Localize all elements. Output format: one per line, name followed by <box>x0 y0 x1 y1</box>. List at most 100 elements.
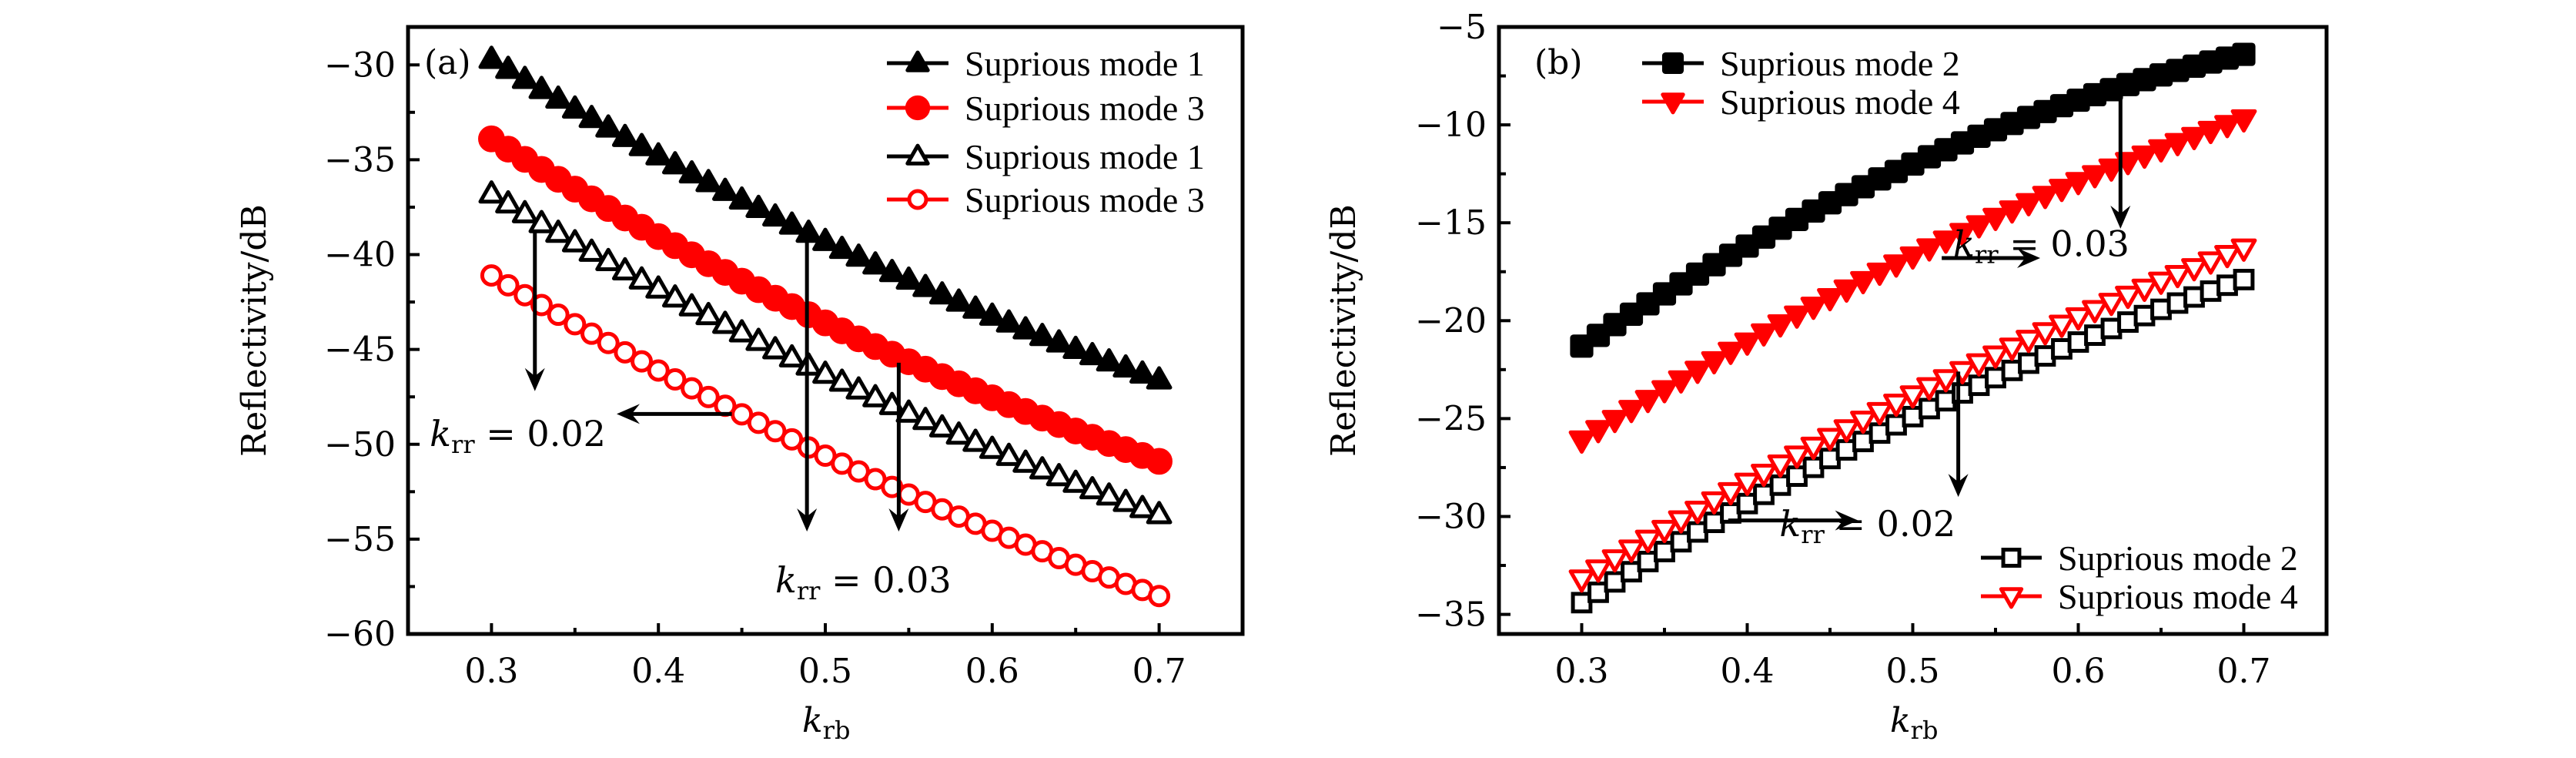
annotation-arrow <box>1942 247 2041 268</box>
data-point <box>1800 297 1827 320</box>
x-tick-label: 0.7 <box>1132 652 1186 691</box>
data-point <box>945 288 972 312</box>
x-axis-title: krb <box>802 701 850 745</box>
label-main: k <box>430 413 451 454</box>
data-point <box>979 435 1005 459</box>
data-point <box>480 264 503 287</box>
data-point <box>1982 345 2009 369</box>
legend-marker <box>907 189 928 210</box>
y-tick-label: −40 <box>324 236 396 275</box>
x-tick-label: 0.4 <box>1721 652 1775 691</box>
arrow-head <box>2110 205 2131 229</box>
data-point <box>1634 390 1661 414</box>
label-main: k <box>1779 503 1801 545</box>
y-tick-label: −15 <box>1415 203 1487 243</box>
data-point <box>778 211 805 235</box>
y-tick-label: −20 <box>1415 301 1487 340</box>
data-point <box>1684 501 1711 525</box>
data-point <box>664 368 687 391</box>
label-rest: = 0.02 <box>1825 503 1955 545</box>
data-point <box>647 359 670 382</box>
data-point <box>1684 361 1711 384</box>
legend-label: Suprious mode 4 <box>2058 577 2298 616</box>
data-point <box>1718 481 1744 506</box>
data-point <box>1618 400 1644 424</box>
arrow-head <box>797 508 818 532</box>
data-point <box>1601 410 1628 434</box>
legend-marker <box>905 143 930 166</box>
y-tick-label: −60 <box>324 615 396 654</box>
series-1 <box>478 45 1173 390</box>
data-point <box>995 442 1022 466</box>
data-point <box>1601 549 1628 573</box>
data-point <box>2197 251 2224 275</box>
data-point <box>1932 230 1959 254</box>
data-point <box>1096 482 1122 506</box>
legend-marker <box>1661 92 1685 115</box>
panel-label: (b) <box>1534 43 1583 82</box>
legend-label: Suprious mode 3 <box>965 89 1205 128</box>
data-point <box>1833 279 1860 303</box>
data-point <box>2082 165 2108 189</box>
legend-item: Suprious mode 1 <box>887 137 1205 176</box>
data-point <box>1012 316 1039 340</box>
data-point <box>1784 305 1810 329</box>
data-point <box>2148 139 2174 163</box>
data-point <box>1668 510 1694 534</box>
y-axis: −30 −35 −40 −45 −50 −55 −60 <box>324 45 420 654</box>
data-point <box>962 295 989 319</box>
data-point <box>2214 245 2240 269</box>
legend-item: Suprious mode 2 <box>1981 538 2298 578</box>
data-point <box>1916 238 1942 262</box>
arrow-head <box>524 367 545 391</box>
data-point <box>1965 353 1992 377</box>
annotation-arrow <box>524 231 545 391</box>
legend-label: Suprious mode 1 <box>965 137 1205 176</box>
data-point <box>1129 360 1156 384</box>
data-point <box>1784 445 1810 469</box>
label-sub: rb <box>1911 716 1939 745</box>
data-point <box>845 243 872 267</box>
arrow-head <box>1948 474 1969 498</box>
data-point <box>678 159 705 184</box>
data-point <box>1585 559 1611 583</box>
data-point <box>645 142 672 166</box>
legend-marker <box>905 50 930 72</box>
data-point <box>611 123 638 147</box>
data-point <box>1045 462 1072 487</box>
data-point <box>1800 436 1827 461</box>
y-axis-title: Reflectivity/dB <box>235 204 274 457</box>
x-tick-label: 0.3 <box>1555 652 1609 691</box>
data-point <box>731 403 754 426</box>
data-point <box>1029 456 1055 480</box>
data-point <box>2164 132 2191 156</box>
data-point <box>995 309 1022 333</box>
data-point <box>1866 262 1893 287</box>
data-point <box>2098 158 2125 182</box>
annotation-arrow <box>1728 510 1858 531</box>
legend: Suprious mode 1 Suprious mode 3 Suprious m… <box>887 44 1205 220</box>
data-point <box>712 177 738 201</box>
data-point <box>1899 385 1926 409</box>
data-point <box>1701 491 1728 515</box>
arrow-head <box>1835 510 1858 531</box>
data-point <box>611 257 638 281</box>
data-point <box>1767 314 1794 338</box>
data-point <box>747 411 770 434</box>
annotation-label: krr = 0.03 <box>1953 223 2129 269</box>
data-point <box>2065 172 2092 196</box>
data-point <box>1146 448 1173 475</box>
legend-marker <box>905 95 931 121</box>
data-point <box>2230 238 2257 262</box>
annotation: krr = 0.03 <box>775 231 952 605</box>
annotation-label: krr = 0.02 <box>1779 503 1955 549</box>
label-sub: rr <box>451 430 475 459</box>
x-tick-label: 0.5 <box>1886 652 1940 691</box>
data-point <box>561 229 588 253</box>
data-point <box>1651 519 1678 544</box>
data-point <box>681 377 704 400</box>
data-point <box>545 85 572 109</box>
data-point <box>645 275 672 299</box>
data-point <box>1883 393 1909 418</box>
